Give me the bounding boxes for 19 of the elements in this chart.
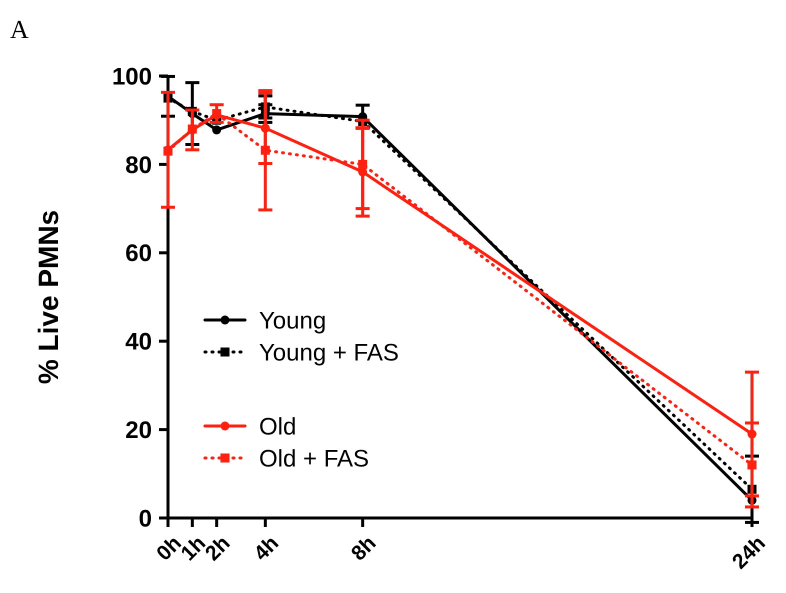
point (748, 460, 756, 470)
x-tick-label: 4h (250, 532, 284, 566)
y-tick-label: 80 (125, 152, 152, 179)
y-tick-label: 100 (112, 63, 152, 90)
legend-label: Young + FAS (259, 339, 399, 366)
y-tick-label: 20 (125, 417, 152, 444)
x-tick-label: 8h (347, 532, 381, 566)
y-tick-label: 40 (125, 328, 152, 356)
y-tick-label: 60 (125, 240, 152, 268)
x-tick-label: 24h (728, 532, 770, 574)
point (212, 125, 222, 134)
legend-label: Old (259, 413, 296, 440)
y-axis-title: % Live PMNs (33, 210, 64, 384)
point (260, 146, 270, 155)
y-tick-label: 0 (138, 505, 152, 532)
legend-label: Old + FAS (259, 445, 370, 472)
legend-label: Young (259, 307, 326, 334)
point (358, 160, 368, 169)
text: A (10, 15, 29, 44)
